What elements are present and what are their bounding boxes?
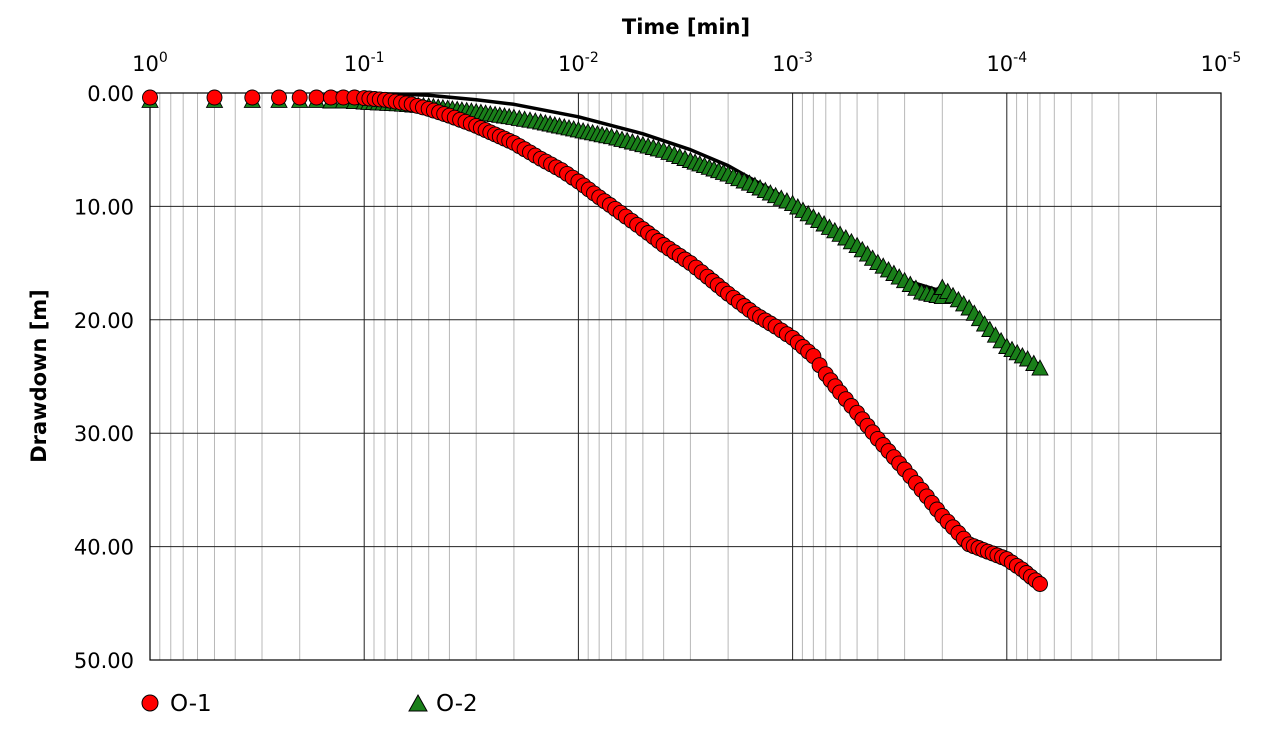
o1-point xyxy=(308,89,325,106)
major-gridlines xyxy=(149,92,1222,661)
x-tick-label: 10-3 xyxy=(772,50,813,76)
y-tick-label: 50.00 xyxy=(74,649,134,673)
o1-point xyxy=(271,89,287,106)
y-tick-label: 20.00 xyxy=(74,309,134,333)
o2-point xyxy=(1031,359,1049,376)
x-tick-label: 10-5 xyxy=(1201,50,1242,76)
o1-point xyxy=(291,89,308,106)
y-tick-label: 0.00 xyxy=(87,82,134,106)
x-tick-label: 10-2 xyxy=(558,50,599,76)
legend-o1-label: O-1 xyxy=(170,691,212,717)
y-tick-label: 40.00 xyxy=(74,536,134,560)
data-markers xyxy=(141,89,1049,592)
fit-curve-o-2 xyxy=(326,91,1041,367)
o1-point xyxy=(206,89,223,106)
y-tick-label: 30.00 xyxy=(74,422,134,446)
legend-o2-label: O-2 xyxy=(436,691,478,717)
o1-point xyxy=(1032,576,1048,592)
x-tick-label: 10-1 xyxy=(344,50,385,76)
o1-point xyxy=(244,89,261,106)
y-tick-label: 10.00 xyxy=(74,195,134,219)
x-tick-label: 100 xyxy=(132,50,168,76)
legend: O-1 O-2 xyxy=(141,691,478,717)
y-tick-labels: 0.00 10.00 20.00 30.00 40.00 50.00 xyxy=(74,82,134,673)
legend-o2-marker xyxy=(408,693,428,712)
y-axis-title: Drawdown [m] xyxy=(27,289,51,463)
o1-point xyxy=(142,89,158,106)
legend-o1-marker xyxy=(141,694,159,712)
plot-area-frame xyxy=(149,92,1222,661)
x-axis-title: Time [min] xyxy=(622,15,750,39)
x-tick-label: 10-4 xyxy=(986,50,1027,76)
x-tick-labels: 100 10-1 10-2 10-3 10-4 10-5 xyxy=(132,50,1241,76)
